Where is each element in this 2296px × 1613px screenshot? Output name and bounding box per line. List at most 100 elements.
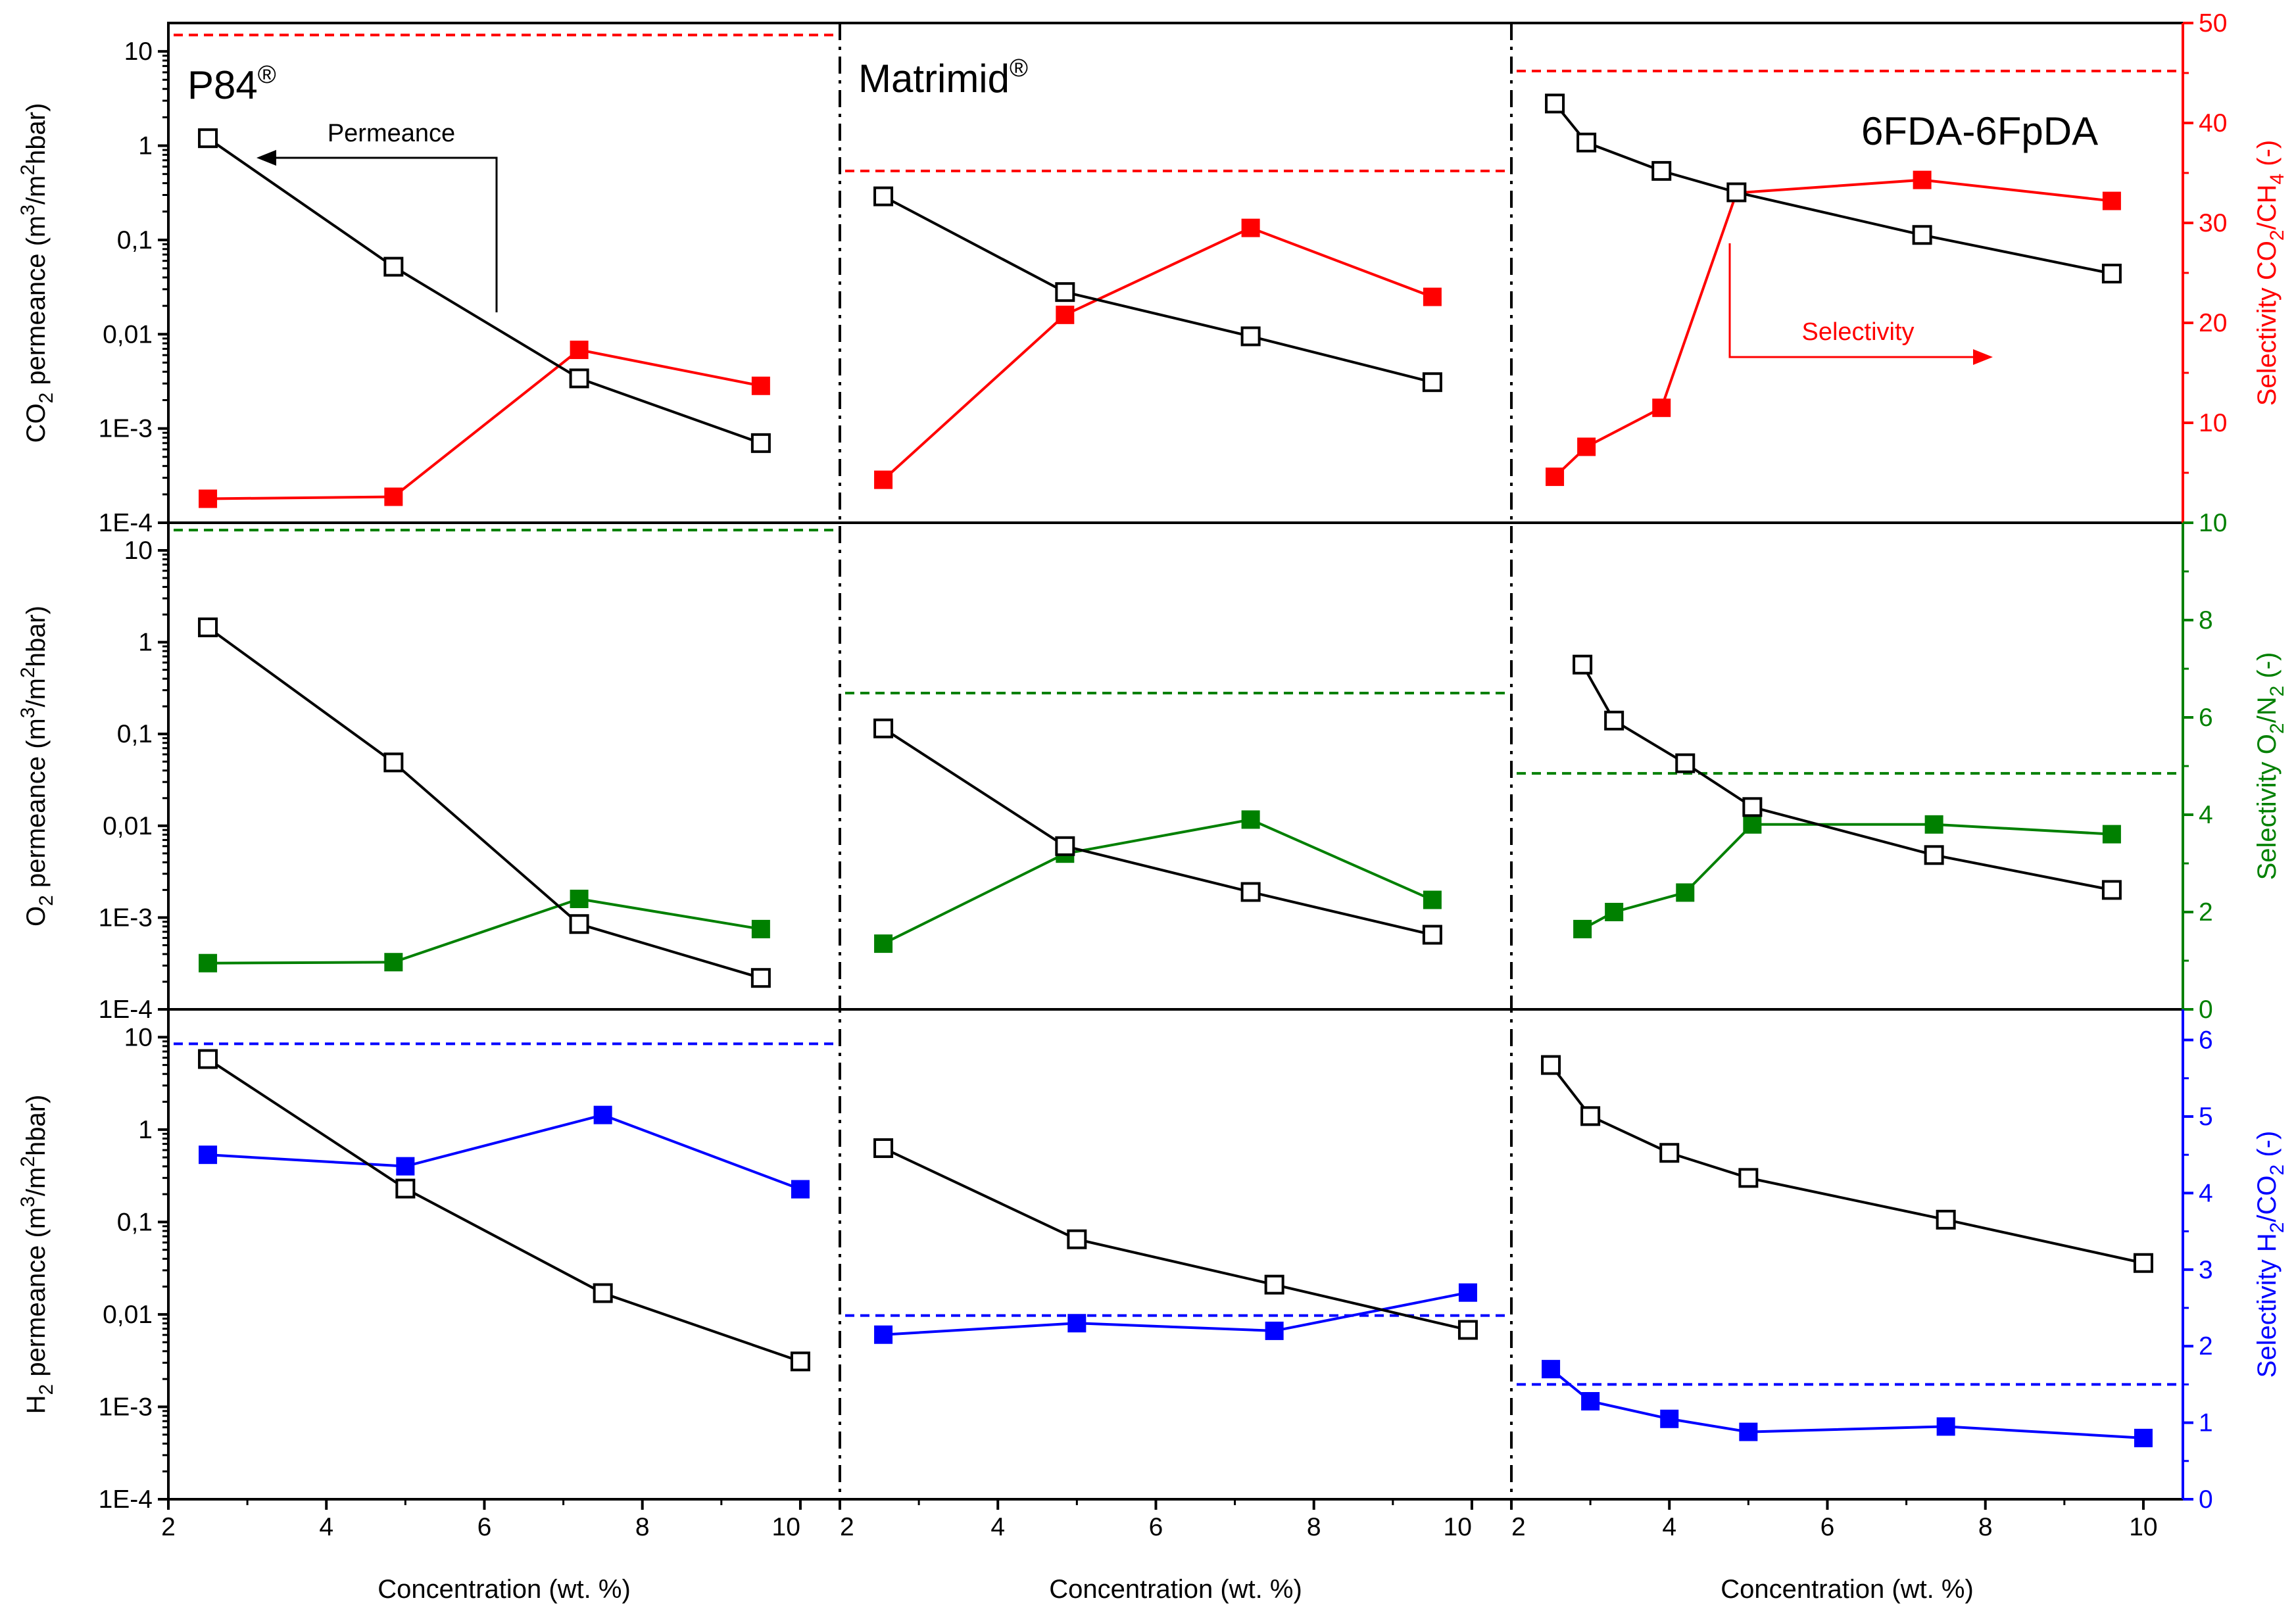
permeance-line (207, 137, 762, 445)
left-tick-label: 1E-3 (99, 415, 153, 443)
left-tick-label: 1 (138, 629, 153, 657)
permeance-point (1545, 93, 1565, 114)
permeance-point (1675, 753, 1696, 773)
permeance-point (198, 128, 218, 149)
right-tick-label: 20 (2199, 309, 2227, 337)
selectivity-point (874, 1325, 893, 1344)
permeance-point (1659, 1143, 1680, 1163)
selectivity-arrowhead (1973, 349, 1993, 365)
selectivity-point (1265, 1321, 1284, 1340)
selectivity-point (1743, 815, 1762, 834)
selectivity-point (2134, 1428, 2153, 1447)
permeance-point (1604, 710, 1624, 731)
right-tick-label: 10 (2199, 409, 2227, 437)
x-tick-label: 8 (1307, 1513, 1321, 1541)
permeance-line (207, 626, 762, 980)
permeance-annotation: Permeance (328, 120, 455, 147)
selectivity-point (1924, 815, 1943, 834)
selectivity-point (396, 1157, 415, 1176)
left-tick-label: 0,01 (103, 812, 153, 840)
selectivity-point (1605, 903, 1624, 921)
x-tick-label: 10 (772, 1513, 800, 1541)
left-tick-label: 10 (124, 1023, 153, 1051)
selectivity-point (570, 341, 589, 360)
x-tick-label: 10 (2129, 1513, 2157, 1541)
right-axis-label: Selectivity H2/CO2 (-) (2253, 1131, 2288, 1378)
left-tick-label: 1 (138, 132, 153, 160)
right-axis-label: Selectivity CO2/CH4 (-) (2253, 140, 2288, 406)
permeance-point (1422, 372, 1442, 393)
permeance-point (873, 186, 894, 206)
x-tick-label: 4 (1662, 1513, 1676, 1541)
permeance-point (395, 1178, 416, 1199)
left-tick-label: 0,01 (103, 1301, 153, 1329)
selectivity-point (1676, 883, 1695, 902)
permeance-point (1240, 882, 1261, 902)
selectivity-point (1241, 218, 1260, 237)
permeance-point (1936, 1209, 1956, 1230)
permeance-point (593, 1283, 613, 1303)
permeance-line (883, 1147, 1469, 1332)
selectivity-point (1577, 437, 1596, 456)
selectivity-point (1067, 1314, 1087, 1333)
right-tick-label: 4 (2199, 1179, 2213, 1207)
selectivity-line (883, 1291, 1469, 1336)
x-axis-label: Concentration (wt. %) (1049, 1575, 1302, 1604)
right-axis-label: Selectivity O2/N2 (-) (2253, 652, 2288, 880)
selectivity-point (1936, 1417, 1955, 1436)
left-tick-label: 10 (124, 37, 153, 66)
x-axis-label: Concentration (wt. %) (378, 1575, 631, 1604)
selectivity-line (208, 897, 762, 965)
selectivity-annotation: Selectivity (1801, 318, 1914, 346)
selectivity-point (1573, 919, 1592, 938)
selectivity-point (1581, 1392, 1600, 1410)
permeance-point (383, 752, 404, 773)
left-tick-label: 1E-3 (99, 1393, 153, 1421)
selectivity-line (207, 1113, 801, 1191)
permeance-line (207, 1057, 801, 1363)
x-tick-label: 6 (1149, 1513, 1163, 1541)
permeance-point (2133, 1253, 2153, 1273)
permeance-point (1240, 326, 1261, 347)
permeance-point (1651, 160, 1672, 181)
permeance-point (2101, 880, 2122, 900)
permeance-point (1580, 1106, 1601, 1126)
left-tick-label: 10 (124, 537, 153, 565)
selectivity-point (384, 953, 403, 972)
x-tick-label: 8 (1978, 1513, 1993, 1541)
left-axis-label: CO2 permeance (m3/m2hbar) (17, 103, 57, 443)
permeance-point (569, 914, 589, 934)
permeance-point (1576, 132, 1597, 153)
label-layer: 1E-41E-30,010,111010203040501E-41E-30,01… (17, 9, 2288, 1604)
permeance-point (569, 368, 589, 389)
permeance-point (2101, 264, 2122, 284)
x-tick-label: 6 (1820, 1513, 1835, 1541)
x-axis-label: Concentration (wt. %) (1721, 1575, 1974, 1604)
selectivity-line (882, 226, 1433, 481)
permeance-point (198, 617, 218, 638)
permeance-point (1457, 1320, 1478, 1340)
permeance-line (882, 727, 1433, 936)
selectivity-point (1423, 287, 1442, 306)
permeance-point (1264, 1274, 1284, 1295)
permeance-point (1541, 1055, 1561, 1075)
right-tick-label: 2 (2199, 898, 2213, 927)
x-tick-label: 4 (990, 1513, 1005, 1541)
right-tick-label: 2 (2199, 1332, 2213, 1360)
selectivity-point (199, 1145, 218, 1165)
permeance-arrow-line (276, 156, 498, 312)
permeance-point (873, 718, 894, 738)
selectivity-point (751, 376, 770, 395)
x-tick-label: 8 (635, 1513, 650, 1541)
right-tick-label: 1 (2199, 1409, 2213, 1437)
selectivity-arrow-line (1728, 243, 1973, 358)
permeance-point (1912, 225, 1932, 245)
right-tick-label: 6 (2199, 1026, 2213, 1055)
left-tick-label: 0,1 (117, 720, 153, 748)
right-tick-label: 10 (2199, 509, 2227, 537)
left-axis-label: H2 permeance (m3/m2hbar) (17, 1095, 57, 1414)
data-layer (174, 34, 2178, 1447)
panel-title: 6FDA-6FpDA (1861, 109, 2098, 153)
selectivity-point (791, 1180, 810, 1199)
selectivity-point (1660, 1409, 1679, 1428)
